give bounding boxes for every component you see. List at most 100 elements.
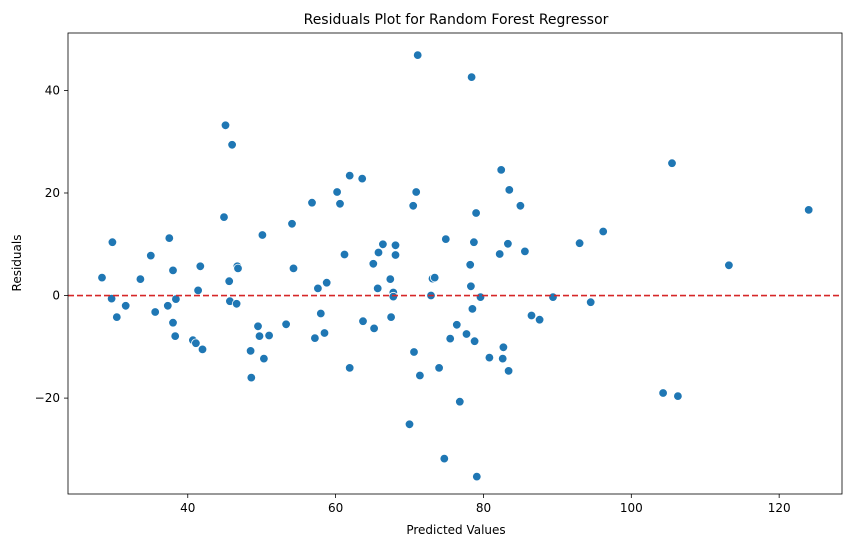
data-point-63 bbox=[409, 347, 419, 357]
data-point-11 bbox=[168, 318, 178, 328]
data-point-49 bbox=[358, 316, 368, 326]
data-point-60 bbox=[390, 250, 401, 260]
y-tick-label: 20 bbox=[45, 186, 60, 200]
data-point-29 bbox=[253, 321, 263, 332]
data-point-32 bbox=[259, 353, 269, 364]
data-point-104 bbox=[673, 391, 683, 401]
data-point-93 bbox=[504, 185, 515, 195]
data-point-74 bbox=[452, 320, 462, 330]
y-axis-ticks: −20 0 20 40 bbox=[35, 83, 68, 405]
data-point-38 bbox=[310, 333, 320, 343]
data-point-70 bbox=[434, 363, 444, 373]
y-tick-label: 40 bbox=[45, 83, 60, 97]
data-point-88 bbox=[496, 165, 506, 175]
data-point-80 bbox=[467, 304, 478, 314]
data-point-100 bbox=[586, 297, 596, 307]
data-point-30 bbox=[254, 331, 265, 341]
data-point-58 bbox=[388, 291, 399, 302]
data-point-50 bbox=[368, 259, 379, 269]
data-point-69 bbox=[430, 272, 440, 283]
data-point-56 bbox=[386, 312, 396, 322]
data-point-42 bbox=[322, 278, 332, 288]
data-point-26 bbox=[233, 263, 243, 274]
x-tick-label: 60 bbox=[328, 501, 343, 515]
x-tick-label: 120 bbox=[768, 501, 791, 515]
x-tick-label: 80 bbox=[476, 501, 491, 515]
data-point-86 bbox=[484, 352, 495, 363]
data-point-37 bbox=[307, 197, 317, 208]
data-point-92 bbox=[503, 366, 514, 376]
data-point-103 bbox=[667, 158, 677, 168]
data-point-97 bbox=[534, 315, 545, 325]
y-tick-label: −20 bbox=[35, 391, 60, 405]
data-point-76 bbox=[461, 329, 472, 339]
data-point-18 bbox=[197, 344, 208, 355]
data-point-71 bbox=[439, 453, 450, 464]
data-point-102 bbox=[658, 388, 668, 398]
data-point-79 bbox=[466, 72, 477, 82]
data-point-89 bbox=[498, 353, 508, 364]
data-point-54 bbox=[378, 239, 388, 250]
data-point-90 bbox=[498, 342, 509, 353]
data-point-72 bbox=[441, 234, 451, 244]
data-point-41 bbox=[319, 328, 330, 338]
data-point-83 bbox=[471, 208, 481, 218]
data-point-85 bbox=[475, 292, 486, 302]
data-point-40 bbox=[316, 308, 326, 319]
data-point-43 bbox=[332, 187, 342, 197]
data-point-33 bbox=[264, 330, 274, 341]
data-point-105 bbox=[724, 260, 734, 271]
x-axis-label: Predicted Values bbox=[406, 523, 505, 537]
data-point-64 bbox=[411, 187, 421, 197]
chart-title: Residuals Plot for Random Forest Regress… bbox=[304, 12, 609, 28]
data-point-47 bbox=[345, 170, 355, 181]
data-point-78 bbox=[466, 281, 476, 292]
data-point-0 bbox=[97, 272, 107, 283]
data-point-87 bbox=[495, 249, 505, 259]
data-point-55 bbox=[385, 274, 396, 284]
data-point-52 bbox=[373, 283, 383, 294]
data-point-45 bbox=[339, 249, 350, 260]
data-point-62 bbox=[408, 201, 418, 211]
data-point-15 bbox=[191, 338, 201, 348]
data-point-19 bbox=[219, 212, 229, 222]
data-point-75 bbox=[455, 397, 465, 407]
data-point-1 bbox=[106, 293, 117, 304]
data-point-39 bbox=[313, 283, 323, 294]
data-point-6 bbox=[146, 250, 156, 261]
data-point-91 bbox=[503, 239, 513, 249]
data-point-59 bbox=[390, 240, 401, 251]
data-point-99 bbox=[574, 238, 585, 248]
data-point-7 bbox=[150, 307, 160, 317]
data-point-77 bbox=[465, 260, 475, 270]
plot-frame bbox=[67, 32, 843, 495]
data-point-9 bbox=[164, 233, 175, 243]
x-tick-label: 100 bbox=[620, 501, 643, 515]
data-point-84 bbox=[472, 471, 482, 482]
data-point-51 bbox=[369, 323, 379, 334]
data-point-17 bbox=[195, 261, 206, 272]
data-point-8 bbox=[163, 301, 173, 311]
data-point-2 bbox=[107, 237, 118, 247]
data-point-44 bbox=[335, 199, 345, 209]
data-point-36 bbox=[288, 263, 299, 274]
data-point-4 bbox=[120, 301, 131, 311]
data-point-16 bbox=[193, 285, 203, 296]
data-point-35 bbox=[287, 219, 297, 229]
data-point-73 bbox=[445, 333, 455, 344]
data-point-106 bbox=[804, 205, 814, 215]
data-point-12 bbox=[170, 331, 180, 341]
data-point-94 bbox=[515, 201, 526, 211]
data-point-65 bbox=[413, 50, 423, 60]
data-point-66 bbox=[415, 370, 425, 381]
data-point-23 bbox=[227, 140, 237, 150]
data-point-24 bbox=[231, 299, 242, 309]
data-point-20 bbox=[220, 120, 231, 131]
y-tick-label: 0 bbox=[52, 289, 60, 303]
data-point-95 bbox=[520, 246, 530, 257]
data-point-13 bbox=[171, 294, 181, 304]
data-point-101 bbox=[598, 226, 608, 237]
data-point-98 bbox=[548, 292, 558, 302]
data-point-34 bbox=[281, 319, 291, 330]
